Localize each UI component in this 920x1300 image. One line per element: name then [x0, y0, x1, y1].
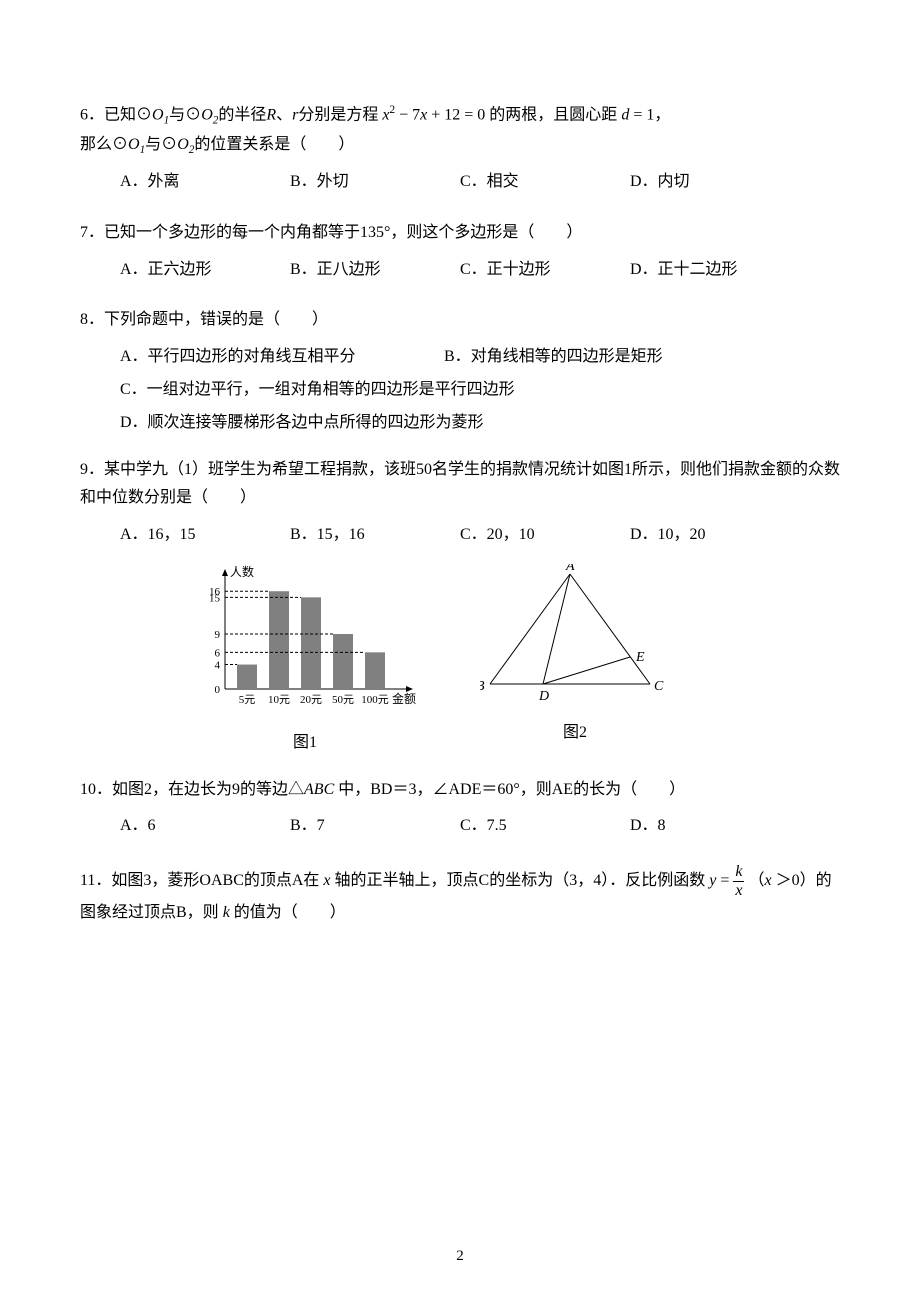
svg-text:B: B [480, 679, 485, 694]
fig2-diagram: A B C D E [480, 564, 670, 704]
q6-line2-tail: 的位置关系是（ ） [194, 136, 354, 153]
q10-opt-d: D．8 [630, 812, 790, 841]
q6-eqmid: − 7 [395, 106, 420, 123]
q6-opt-a: A．外离 [120, 168, 280, 197]
q11-x1: x [323, 872, 330, 889]
svg-text:0: 0 [215, 684, 221, 696]
q9-opt-d: D．10，20 [630, 521, 790, 550]
q10-stem-pre: 10．如图2，在边长为9的等边△ [80, 781, 304, 798]
q6-eqtail: + 12 = 0 的两根，且圆心距 [427, 106, 621, 123]
svg-text:A: A [565, 564, 575, 574]
svg-text:E: E [635, 650, 645, 665]
q9-stem: 9．某中学九（1）班学生为希望工程捐款，该班50名学生的捐款情况统计如图1所示，… [80, 456, 840, 514]
svg-text:D: D [538, 689, 549, 704]
svg-text:20元: 20元 [300, 694, 322, 706]
q11-stem-pre: 11．如图3，菱形OABC的顶点A在 [80, 872, 323, 889]
svg-text:10元: 10元 [268, 694, 290, 706]
q7-opt-b: B．正八边形 [290, 256, 450, 285]
fig2-caption: 图2 [480, 719, 670, 748]
svg-text:4: 4 [215, 660, 221, 672]
q8-opt-a: A．平行四边形的对角线互相平分 [120, 343, 440, 372]
svg-text:人数: 人数 [230, 564, 254, 579]
q11-den: x [733, 882, 744, 900]
q11-stem-mid: 轴的正半轴上，顶点C的坐标为（3，4）．反比例函数 [331, 872, 710, 889]
q11-x2: x [764, 872, 771, 889]
svg-text:金额: 金额 [392, 691, 416, 706]
fig1-chart: 人数金额5元10元20元50元100元04691516 [190, 564, 420, 714]
q6-R: R [266, 106, 276, 123]
q11-cond-pre: （ [748, 872, 764, 889]
q6-line2-mid: 与⊙ [145, 136, 177, 153]
svg-text:5元: 5元 [239, 694, 256, 706]
q8-opt-b: B．对角线相等的四边形是矩形 [444, 348, 663, 365]
q6-x1: x [382, 106, 389, 123]
q11-fraction: kx [733, 863, 744, 899]
q9-opt-b: B．15，16 [290, 521, 450, 550]
q6-opt-c: C．相交 [460, 168, 620, 197]
svg-text:100元: 100元 [361, 694, 389, 706]
q10-opt-a: A．6 [120, 812, 280, 841]
q11-num: k [733, 863, 744, 882]
q6-o1: O [152, 106, 164, 123]
q6-mid3: 分别是方程 [298, 106, 382, 123]
q10-opt-b: B．7 [290, 812, 450, 841]
q11-k: k [223, 904, 230, 921]
q11-eq: = [716, 872, 733, 889]
svg-text:C: C [654, 679, 664, 694]
q9-opt-a: A．16，15 [120, 521, 280, 550]
q7-opt-a: A．正六边形 [120, 256, 280, 285]
fig1-caption: 图1 [190, 729, 420, 758]
q8-opt-c: C．一组对边平行，一组对角相等的四边形是平行四边形 [80, 376, 840, 405]
q6-o1b: O [128, 136, 140, 153]
q9-opt-c: C．20，10 [460, 521, 620, 550]
svg-text:50元: 50元 [332, 694, 354, 706]
q11-stem-tail: 的值为（ ） [230, 904, 346, 921]
q10-opt-c: C．7.5 [460, 812, 620, 841]
q6-sep: 、 [276, 106, 292, 123]
q7-stem: 7．已知一个多边形的每一个内角都等于135°，则这个多边形是（ ） [80, 219, 840, 248]
svg-text:16: 16 [209, 586, 221, 598]
q10-stem-tail: 中，BD＝3，∠ADE＝60°，则AE的长为（ ） [334, 781, 685, 798]
q6-line2-pre: 那么⊙ [80, 136, 128, 153]
svg-text:9: 9 [215, 629, 221, 641]
q6-o2: O [201, 106, 213, 123]
q7-opt-d: D．正十二边形 [630, 256, 770, 285]
q6-mid1: 与⊙ [169, 106, 201, 123]
q8-stem: 8．下列命题中，错误的是（ ） [80, 306, 840, 335]
q6-deq: = 1， [629, 106, 670, 123]
svg-text:6: 6 [215, 647, 221, 659]
q6-opt-d: D．内切 [630, 168, 790, 197]
q8-opt-d: D．顺次连接等腰梯形各边中点所得的四边形为菱形 [80, 409, 840, 438]
q7-opt-c: C．正十边形 [460, 256, 620, 285]
q6-stem-pre: 6．已知⊙ [80, 106, 152, 123]
q6-opt-b: B．外切 [290, 168, 450, 197]
q6-mid2: 的半径 [218, 106, 266, 123]
page-number: 2 [456, 1243, 464, 1270]
q6-o2b: O [177, 136, 189, 153]
q10-abc: ABC [304, 781, 334, 798]
